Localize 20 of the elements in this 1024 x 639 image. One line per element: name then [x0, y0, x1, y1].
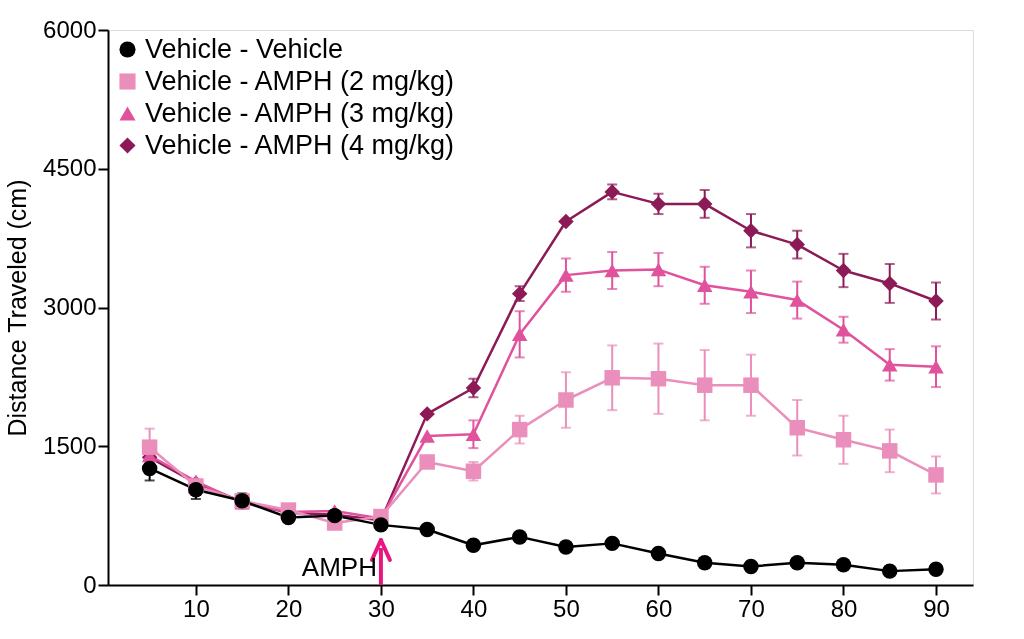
x-tick-label: 70: [738, 594, 765, 622]
x-tick-label: 30: [368, 594, 395, 622]
x-tick-label: 90: [923, 594, 950, 622]
legend-label: Vehicle - AMPH (2 mg/kg): [145, 65, 455, 96]
x-tick-label: 60: [645, 594, 673, 622]
y-tick-label: 0: [83, 570, 97, 598]
x-tick-label: 10: [183, 594, 210, 622]
legend-label: Vehicle - AMPH (4 mg/kg): [145, 129, 455, 160]
legend-label: Vehicle - Vehicle: [145, 33, 344, 64]
y-tick-label: 1500: [43, 431, 97, 459]
y-tick-label: 4500: [43, 154, 97, 182]
y-tick-label: 3000: [43, 293, 97, 320]
x-tick-label: 40: [460, 594, 488, 622]
x-tick-label: 80: [830, 594, 858, 622]
legend-label: Vehicle - AMPH (3 mg/kg): [145, 97, 455, 128]
x-tick-label: 20: [275, 594, 303, 622]
y-tick-label: 6000: [43, 15, 97, 43]
x-tick-label: 50: [553, 594, 580, 622]
y-axis-title: Distance Traveled (cm): [3, 179, 32, 437]
annotation: AMPH: [301, 552, 377, 582]
